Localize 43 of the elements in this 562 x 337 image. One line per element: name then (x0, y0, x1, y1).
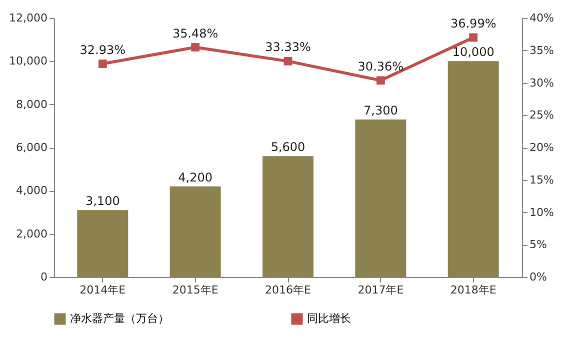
y2-tick-label: 30% (530, 76, 554, 90)
y-tick-label: 10,000 (9, 54, 48, 68)
y2-tick-label: 20% (530, 141, 554, 154)
y-tick-label: 12,000 (9, 12, 48, 24)
y-tick-label: 2,000 (16, 227, 48, 240)
legend-label: 同比增长 (307, 312, 351, 325)
y-tick-label: 8,000 (16, 98, 48, 111)
data-label: 7,300 (363, 103, 398, 118)
x-tick-label: 2016年E (265, 284, 312, 296)
data-label: 36.99% (450, 16, 496, 30)
data-label: 3,100 (85, 194, 120, 208)
legend-label: 净水器产量（万台） (70, 312, 169, 325)
data-label: 5,600 (270, 140, 306, 154)
y-tick-label: 0 (40, 270, 48, 284)
y2-tick-label: 40% (530, 12, 554, 24)
bar (170, 186, 221, 277)
point (191, 43, 200, 52)
y2-tick-label: 25% (530, 108, 554, 122)
x-tick-label: 2015年E (172, 284, 218, 296)
y2-tick-label: 35% (530, 44, 554, 57)
y2-tick-label: 15% (530, 173, 554, 186)
data-label: 35.48% (172, 26, 218, 40)
point (469, 33, 478, 42)
bar (262, 156, 314, 277)
x-tick-label: 2018年E (450, 284, 496, 296)
y2-tick-label: 5% (530, 238, 547, 252)
data-label: 32.93% (80, 42, 126, 57)
x-tick-label: 2014年E (80, 284, 126, 296)
point (376, 76, 385, 85)
bar (77, 210, 128, 277)
y2-tick-label: 0% (530, 270, 547, 284)
x-tick-label: 2017年E (358, 284, 404, 296)
data-label: 10,000 (452, 45, 494, 60)
bar (355, 119, 406, 277)
data-label: 30.36% (358, 59, 404, 74)
y2-tick-label: 10% (530, 206, 554, 219)
point (284, 57, 292, 66)
point (98, 60, 107, 68)
data-label: 4,200 (178, 170, 213, 184)
y-tick-label: 6,000 (16, 141, 48, 154)
bar (448, 61, 499, 277)
data-label: 33.33% (265, 40, 311, 54)
y-tick-label: 4,000 (16, 184, 48, 198)
